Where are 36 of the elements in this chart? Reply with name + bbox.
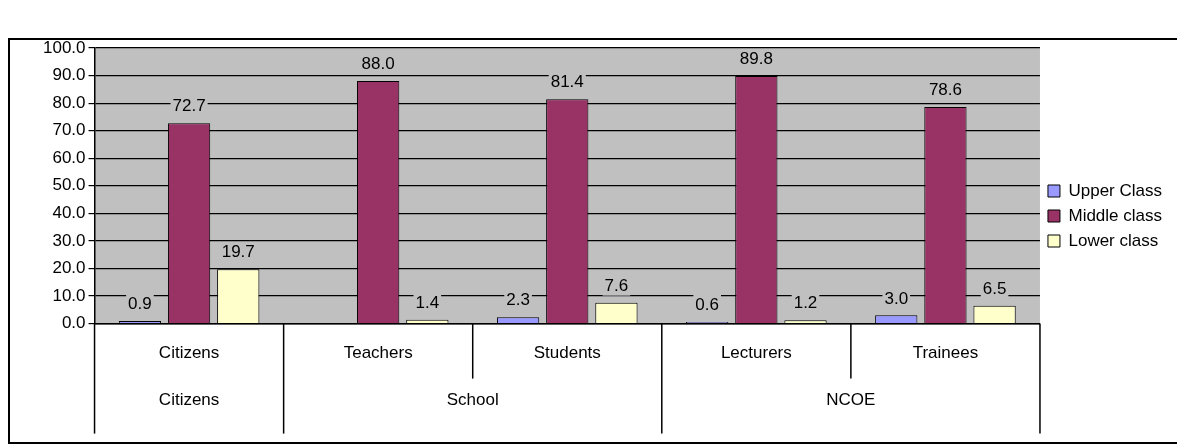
- text: Citizens: [158, 389, 220, 409]
- data-label: 7.6: [604, 275, 629, 295]
- data-label: 78.6: [928, 80, 962, 100]
- text: NCOE: [826, 389, 876, 409]
- y-tick-label: 20.0: [52, 258, 86, 278]
- data-label: 88.0: [361, 54, 395, 74]
- legend-label: Upper Class: [1068, 180, 1163, 200]
- y-tick-label: 90.0: [52, 65, 86, 85]
- y-tick-label: 80.0: [52, 92, 86, 112]
- data-label: 81.4: [550, 72, 584, 92]
- x-tick-label: Teachers: [343, 343, 413, 363]
- legend-label: Lower class: [1068, 230, 1159, 250]
- data-label: 72.7: [172, 96, 206, 116]
- y-tick-label: 30.0: [52, 230, 86, 250]
- x-tick-label: Citizens: [158, 343, 220, 363]
- data-label: 1.4: [415, 292, 440, 312]
- y-tick-label: 40.0: [52, 203, 86, 223]
- data-label: 2.3: [506, 290, 530, 310]
- y-tick-label: 10.0: [52, 285, 86, 305]
- x-tick-label: Trainees: [912, 343, 979, 363]
- data-label: 1.2: [793, 293, 818, 313]
- legend-label: Middle class: [1068, 205, 1163, 225]
- data-label: 6.5: [982, 278, 1007, 298]
- y-tick-label: 60.0: [52, 147, 86, 167]
- data-label: 19.7: [221, 242, 255, 262]
- y-tick-label: 50.0: [52, 175, 86, 195]
- data-label: 0.6: [695, 295, 719, 315]
- y-tick-label: 100.0: [42, 37, 86, 57]
- data-label: 3.0: [884, 288, 909, 308]
- text: School: [446, 389, 499, 409]
- y-tick-label: 0.0: [61, 313, 86, 333]
- data-label: 0.9: [128, 294, 152, 314]
- x-tick-label: Students: [533, 343, 601, 363]
- x-tick-label: Lecturers: [720, 343, 792, 363]
- data-label: 89.8: [739, 49, 773, 69]
- y-tick-label: 70.0: [52, 120, 86, 140]
